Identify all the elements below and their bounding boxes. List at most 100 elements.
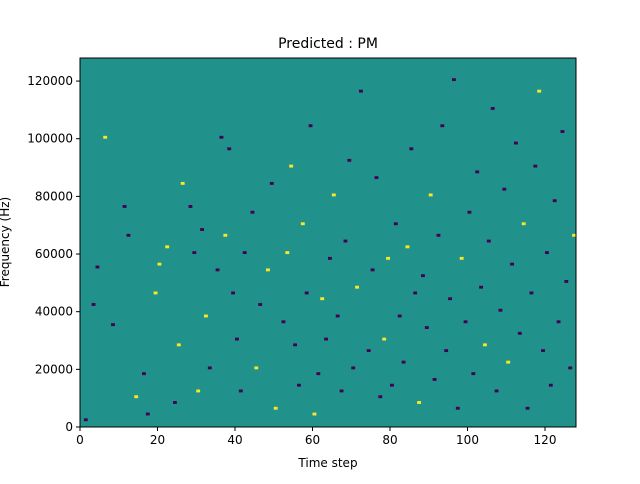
y-axis-label: Frequency (Hz): [0, 197, 12, 288]
y-tick-label: 40000: [35, 305, 73, 319]
heatmap-cell: [331, 193, 336, 197]
y-tick-label: 120000: [27, 74, 73, 88]
heatmap-cell: [165, 245, 170, 249]
heatmap-cell: [200, 228, 204, 231]
plot-area: [79, 57, 577, 428]
heatmap-cell: [537, 89, 542, 93]
heatmap-cell: [455, 406, 460, 410]
heatmap-cell: [289, 164, 294, 168]
heatmap-cell: [281, 320, 286, 324]
heatmap-cell: [560, 130, 565, 133]
y-tick-label: 20000: [35, 362, 73, 376]
heatmap-cell: [417, 401, 421, 404]
heatmap-cell: [343, 239, 348, 243]
heatmap-cell: [541, 349, 545, 353]
heatmap-cell: [223, 233, 228, 237]
x-tick-label: 40: [227, 433, 242, 447]
heatmap-cell: [351, 366, 356, 370]
heatmap-cell: [91, 303, 96, 306]
heatmap-cell: [572, 233, 576, 237]
x-axis: 0 20 40 60 80 100 120: [76, 427, 556, 447]
heatmap-cell: [397, 314, 402, 318]
heatmap-cell: [444, 349, 449, 353]
plot-frame: [79, 57, 577, 428]
x-tick-label: 100: [456, 433, 479, 447]
heatmap-cells: [83, 78, 576, 422]
heatmap-cell: [215, 268, 220, 272]
heatmap-cell: [134, 395, 139, 399]
heatmap-cell: [529, 291, 534, 295]
heatmap-cell: [409, 147, 414, 151]
heatmap-cell: [254, 366, 259, 370]
heatmap-cell: [250, 210, 255, 214]
heatmap-cell: [207, 366, 212, 370]
heatmap-cell: [304, 291, 309, 295]
heatmap-cell: [564, 279, 569, 283]
heatmap-cell: [238, 389, 243, 393]
y-axis: 0 20000 40000 60000 80000 100000 120000: [27, 74, 80, 434]
heatmap-cell: [494, 389, 499, 393]
heatmap-cell: [401, 360, 406, 364]
y-tick-label: 0: [65, 420, 73, 434]
heatmap-cell: [312, 412, 317, 416]
heatmap-cell: [568, 366, 573, 370]
heatmap-cell: [266, 268, 270, 272]
heatmap-cell: [126, 233, 131, 237]
heatmap-cell: [463, 320, 468, 324]
heatmap-cell: [475, 170, 480, 174]
heatmap-cell: [405, 245, 410, 249]
heatmap-cell: [448, 297, 452, 301]
heatmap-cell: [204, 314, 208, 318]
x-tick-label: 120: [534, 433, 557, 447]
heatmap-cell: [308, 124, 313, 128]
heatmap-cell: [176, 343, 181, 347]
heatmap-cell: [242, 251, 247, 255]
chart-title: Predicted : PM: [278, 36, 378, 52]
heatmap-cell: [517, 331, 522, 335]
heatmap-cell: [153, 291, 158, 295]
heatmap-cell: [378, 395, 383, 399]
heatmap-cell: [359, 89, 363, 93]
heatmap-cell: [502, 187, 507, 191]
heatmap-cell: [293, 343, 297, 347]
heatmap-cell: [180, 181, 185, 185]
heatmap-cell: [440, 124, 445, 128]
heatmap-cell: [432, 377, 437, 381]
heatmap-cell: [436, 233, 441, 237]
heatmap-cell: [545, 251, 549, 255]
heatmap-cell: [548, 383, 553, 387]
heatmap-cell: [471, 372, 476, 376]
heatmap-cell: [483, 343, 487, 347]
heatmap-cell: [320, 297, 325, 301]
heatmap-cell: [467, 210, 472, 214]
heatmap-cell: [421, 274, 425, 278]
heatmap-cell: [235, 337, 239, 341]
heatmap-cell: [324, 337, 328, 341]
x-tick-label: 0: [76, 433, 84, 447]
heatmap-cell: [459, 256, 464, 260]
plot-background: [80, 58, 576, 427]
heatmap-cell: [316, 372, 321, 376]
heatmap-cell: [486, 239, 491, 243]
heatmap-cell: [424, 326, 429, 329]
heatmap-cell: [103, 135, 108, 139]
x-axis-label: Time step: [297, 456, 357, 470]
heatmap-cell: [393, 222, 398, 226]
heatmap-cell: [297, 383, 301, 387]
heatmap-cell: [413, 291, 418, 295]
heatmap-cell: [366, 349, 371, 353]
y-tick-label: 100000: [27, 132, 73, 146]
heatmap-cell: [370, 268, 375, 272]
heatmap-cell: [231, 291, 235, 295]
heatmap-cell: [479, 285, 483, 289]
heatmap-cell: [157, 262, 162, 266]
heatmap-cell: [95, 265, 100, 269]
heatmap-cell: [506, 360, 511, 364]
heatmap-cell: [192, 251, 197, 255]
heatmap-cell: [374, 176, 379, 180]
y-tick-label: 60000: [35, 247, 73, 261]
heatmap-cell: [552, 199, 557, 203]
heatmap-cell: [390, 383, 394, 387]
x-tick-label: 60: [305, 433, 320, 447]
